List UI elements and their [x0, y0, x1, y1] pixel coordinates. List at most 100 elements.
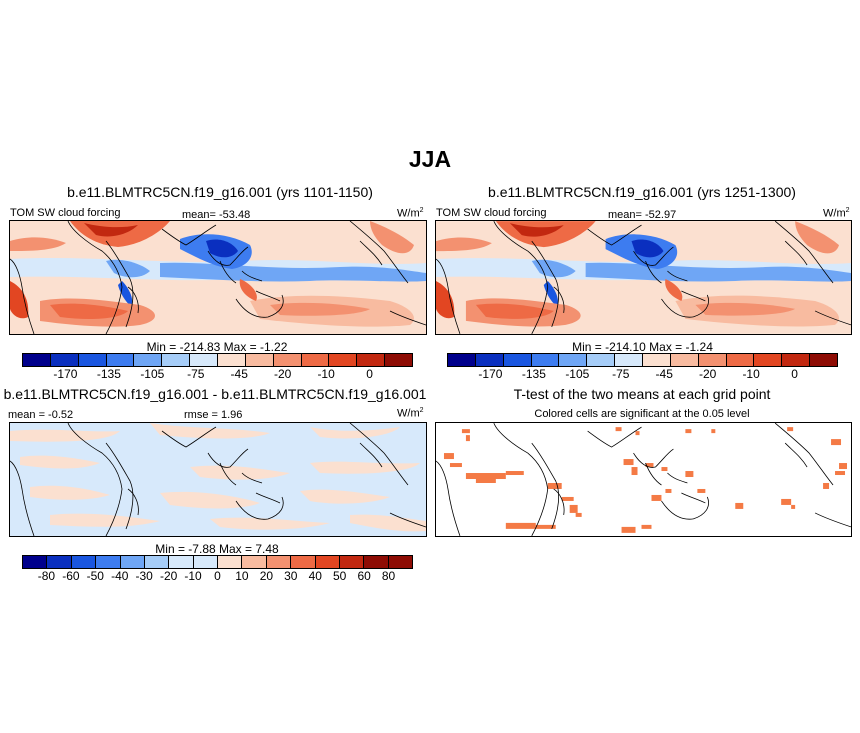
colorbar-box	[291, 556, 316, 568]
colorbar-tick-label: 0	[791, 367, 798, 381]
colorbar-tick-label: 20	[259, 569, 274, 583]
colorbar-box	[357, 354, 386, 366]
colorbar-tick-label: 10	[235, 569, 249, 583]
colorbar-box	[23, 354, 51, 366]
panel3-mean: mean = -0.52	[8, 409, 74, 421]
colorbar-box	[266, 556, 292, 568]
colorbar-box	[218, 354, 246, 366]
colorbar-box	[339, 556, 365, 568]
colorbar-box	[754, 354, 783, 366]
season-title: JJA	[408, 146, 452, 172]
colorbar-tick-label: 80	[381, 569, 396, 583]
colorbar-box	[47, 556, 72, 568]
colorbar-box	[242, 556, 267, 568]
colorbar-box	[71, 556, 97, 568]
colorbar-tick-label: -135	[521, 367, 546, 381]
panel1-minmax: Min = -214.83 Max = -1.22	[146, 340, 288, 354]
colorbar-box	[169, 556, 194, 568]
panel2-colorbar-ticks: -170 -135 -105 -75 -45 -20 -10 0	[447, 367, 838, 381]
panel1-colorbar-ticks: -170 -135 -105 -75 -45 -20 -10 0	[22, 367, 413, 381]
colorbar-box	[559, 354, 588, 366]
colorbar-box	[23, 556, 48, 568]
colorbar-box	[96, 556, 121, 568]
colorbar-box	[273, 354, 302, 366]
colorbar-box	[329, 354, 358, 366]
colorbar-tick-label: -10	[317, 367, 335, 381]
panel3-minmax: Min = -7.88 Max = 7.48	[155, 542, 279, 556]
panel3-units: W/m2	[397, 407, 424, 420]
panel2-colorbar	[447, 353, 838, 367]
colorbar-box	[385, 354, 413, 366]
colorbar-box	[120, 556, 145, 568]
colorbar-tick-label: -60	[62, 569, 80, 583]
colorbar-tick-label: 0	[366, 367, 373, 381]
colorbar-box	[782, 354, 811, 366]
colorbar-box	[218, 556, 243, 568]
colorbar-box	[78, 354, 107, 366]
colorbar-tick-label: 30	[284, 569, 298, 583]
colorbar-tick-label: -45	[230, 367, 248, 381]
colorbar-box	[448, 354, 476, 366]
colorbar-box	[810, 354, 838, 366]
colorbar-box	[106, 354, 135, 366]
colorbar-box	[643, 354, 671, 366]
colorbar-box	[301, 354, 330, 366]
colorbar-box	[134, 354, 163, 366]
colorbar-box	[144, 556, 170, 568]
panel2-title: b.e11.BLMTRC5CN.f19_g16.001 (yrs 1251-13…	[488, 184, 796, 200]
panel3-colorbar-ticks: -80 -60 -50 -40 -30 -20 -10 0 10 20 30 40 50 60 80	[22, 569, 413, 583]
panel3-rmse: rmse = 1.96	[184, 409, 243, 421]
colorbar-box	[193, 556, 218, 568]
panel2-variable: TOM SW cloud forcing	[436, 207, 547, 219]
colorbar-tick-label: -170	[478, 367, 503, 381]
colorbar-box	[670, 354, 699, 366]
panel2-map	[435, 220, 852, 335]
panel1-title: b.e11.BLMTRC5CN.f19_g16.001 (yrs 1101-11…	[67, 184, 373, 200]
colorbar-tick-label: 50	[333, 569, 347, 583]
colorbar-tick-label: -170	[53, 367, 78, 381]
colorbar-box	[364, 556, 389, 568]
colorbar-tick-label: -40	[111, 569, 129, 583]
colorbar-box	[50, 354, 79, 366]
panel2-units: W/m2	[823, 207, 850, 220]
panel4-subtitle: Colored cells are significant at the 0.0…	[534, 408, 750, 420]
colorbar-tick-label: -50	[86, 569, 104, 583]
colorbar-box	[698, 354, 727, 366]
colorbar-box	[531, 354, 560, 366]
panel4-map	[435, 422, 852, 537]
colorbar-box	[475, 354, 504, 366]
colorbar-tick-label: 0	[214, 569, 221, 583]
panel1-units: W/m2	[397, 207, 424, 220]
colorbar-box	[388, 556, 412, 568]
colorbar-tick-label: 60	[357, 569, 371, 583]
panel1-variable: TOM SW cloud forcing	[10, 207, 121, 219]
panel4-title: T-test of the two means at each grid poi…	[513, 386, 771, 402]
colorbar-tick-label: -10	[742, 367, 760, 381]
colorbar-tick-label: -10	[184, 569, 202, 583]
colorbar-tick-label: 40	[308, 569, 322, 583]
panel3-title: b.e11.BLMTRC5CN.f19_g16.001 - b.e11.BLMT…	[3, 386, 427, 402]
colorbar-box	[162, 354, 191, 366]
colorbar-tick-label: -45	[655, 367, 673, 381]
panel1-mean: mean= -53.48	[182, 209, 251, 221]
colorbar-tick-label: -105	[140, 367, 165, 381]
colorbar-tick-label: -20	[273, 367, 292, 381]
panel2-minmax: Min = -214.10 Max = -1.24	[572, 340, 713, 354]
colorbar-tick-label: -75	[187, 367, 205, 381]
colorbar-box	[726, 354, 755, 366]
colorbar-tick-label: -20	[698, 367, 717, 381]
colorbar-box	[615, 354, 644, 366]
panel3-colorbar	[22, 555, 413, 569]
panel2-mean: mean= -52.97	[608, 209, 677, 221]
colorbar-box	[190, 354, 219, 366]
colorbar-box	[503, 354, 532, 366]
colorbar-box	[245, 354, 274, 366]
colorbar-tick-label: -105	[565, 367, 590, 381]
colorbar-tick-label: -30	[135, 569, 153, 583]
colorbar-box	[315, 556, 340, 568]
colorbar-box	[587, 354, 616, 366]
colorbar-tick-label: -75	[612, 367, 630, 381]
colorbar-tick-label: -135	[96, 367, 121, 381]
colorbar-tick-label: -80	[37, 569, 56, 583]
colorbar-tick-label: -20	[159, 569, 178, 583]
